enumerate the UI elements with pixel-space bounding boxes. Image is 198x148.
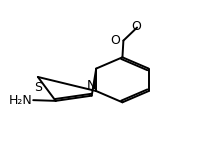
Text: O: O — [131, 20, 141, 33]
Text: N: N — [87, 79, 96, 92]
Text: O: O — [110, 34, 120, 47]
Text: S: S — [34, 81, 42, 94]
Text: H₂N: H₂N — [9, 94, 32, 107]
